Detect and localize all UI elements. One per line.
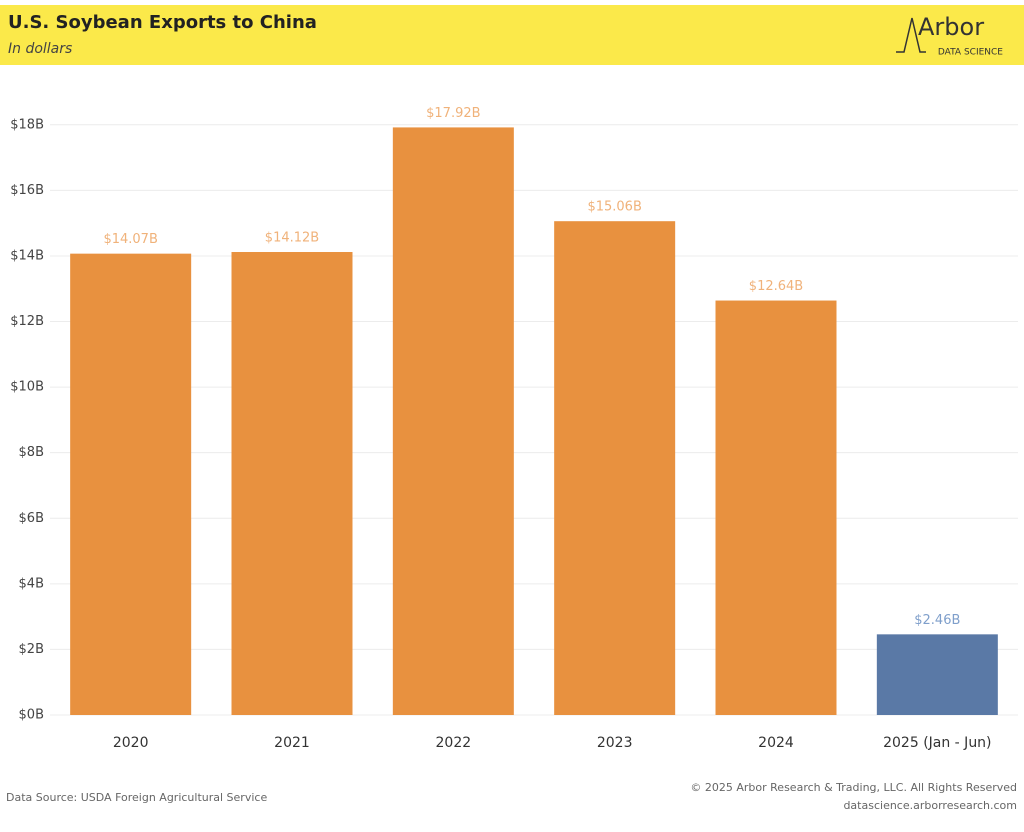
copyright-note: © 2025 Arbor Research & Trading, LLC. Al… [690, 781, 1017, 794]
header-band [0, 5, 1024, 65]
value-label: $12.64B [749, 279, 803, 294]
y-tick-label: $10B [10, 380, 44, 395]
y-tick-label: $16B [10, 183, 44, 198]
x-tick-label: 2020 [113, 735, 149, 751]
bar [231, 252, 353, 715]
value-label: $14.07B [103, 232, 157, 247]
value-label: $2.46B [914, 613, 960, 628]
bar [392, 127, 514, 716]
bar [876, 634, 998, 715]
website-note: datascience.arborresearch.com [843, 799, 1017, 812]
value-label: $17.92B [426, 106, 480, 121]
y-tick-label: $0B [19, 708, 44, 723]
value-label: $14.12B [265, 231, 319, 246]
y-tick-label: $14B [10, 248, 44, 263]
value-label: $15.06B [587, 200, 641, 215]
x-tick-label: 2023 [597, 735, 633, 751]
x-tick-label: 2025 (Jan - Jun) [883, 735, 991, 751]
source-note: Data Source: USDA Foreign Agricultural S… [6, 791, 267, 804]
x-tick-label: 2024 [758, 735, 794, 751]
logo-tagline: DATA SCIENCE [938, 48, 1003, 58]
chart-subtitle: In dollars [8, 41, 72, 57]
x-tick-label: 2022 [436, 735, 472, 751]
y-tick-label: $2B [19, 642, 44, 657]
chart-title: U.S. Soybean Exports to China [8, 12, 317, 33]
logo-mark [896, 17, 926, 53]
y-tick-label: $8B [19, 445, 44, 460]
x-tick-label: 2021 [274, 735, 310, 751]
y-tick-label: $6B [19, 511, 44, 526]
y-tick-label: $12B [10, 314, 44, 329]
logo-name: Arbor [918, 13, 984, 41]
bar [715, 300, 837, 715]
y-tick-label: $4B [19, 576, 44, 591]
y-tick-label: $18B [10, 117, 44, 132]
bar [554, 221, 676, 715]
bar [70, 253, 192, 715]
